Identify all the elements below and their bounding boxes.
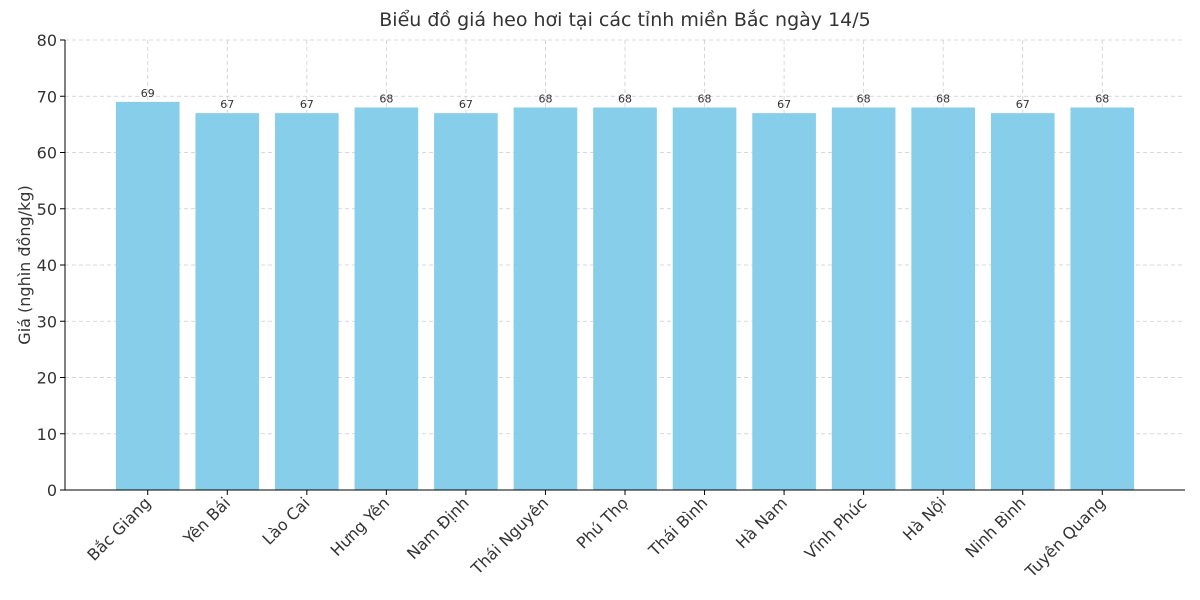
x-tick-label: Hưng Yên: [327, 493, 394, 560]
y-tick-label: 10: [37, 425, 57, 444]
y-tick-label: 40: [37, 256, 57, 275]
value-label: 68: [618, 93, 632, 106]
bar: [275, 113, 339, 490]
value-label: 68: [379, 93, 393, 106]
x-tick-label: Thái Bình: [644, 493, 711, 560]
value-label: 67: [777, 98, 791, 111]
value-label: 67: [459, 98, 473, 111]
x-tick-label: Thái Nguyên: [467, 493, 553, 579]
value-label: 68: [936, 93, 950, 106]
value-label: 67: [300, 98, 314, 111]
bar: [911, 107, 975, 490]
x-tick-label: Phú Thọ: [573, 493, 632, 552]
bar: [990, 113, 1055, 490]
y-tick-label: 70: [37, 87, 57, 106]
x-tick-label: Yên Bái: [179, 493, 234, 548]
x-tick-label: Lào Cai: [258, 493, 313, 548]
y-tick-label: 60: [37, 144, 57, 163]
value-label: 68: [1095, 93, 1109, 106]
x-tick-label: Tuyên Quang: [1021, 493, 1109, 581]
value-label: 69: [141, 87, 155, 100]
value-label: 68: [857, 93, 871, 106]
bar: [195, 113, 260, 490]
bar: [115, 101, 180, 490]
y-tick-label: 30: [37, 312, 57, 331]
bar: [1070, 107, 1135, 490]
x-tick-label: Hà Nam: [732, 493, 791, 552]
bar: [752, 113, 816, 490]
y-tick-label: 0: [47, 481, 57, 500]
y-axis-label: Giá (nghìn đồng/kg): [15, 185, 34, 344]
x-tick-label: Ninh Bình: [961, 493, 1029, 561]
y-tick-label: 20: [37, 369, 57, 388]
y-tick-label: 50: [37, 200, 57, 219]
x-tick-label: Bắc Giang: [83, 493, 154, 564]
x-tick-label: Vĩnh Phúc: [801, 493, 871, 563]
chart-title: Biểu đồ giá heo hơi tại các tỉnh miền Bắ…: [379, 8, 870, 31]
bar: [513, 107, 578, 490]
x-tick-label: Nam Định: [403, 493, 473, 563]
value-label: 67: [220, 98, 234, 111]
value-label: 68: [698, 93, 712, 106]
bar: [354, 107, 419, 490]
x-tick-label: Hà Nội: [899, 493, 950, 544]
bar: [434, 113, 498, 490]
value-label: 67: [1016, 98, 1030, 111]
y-tick-label: 80: [37, 31, 57, 50]
bar: [831, 107, 896, 490]
bar: [593, 107, 657, 490]
bar: [672, 107, 737, 490]
value-label: 68: [538, 93, 552, 106]
